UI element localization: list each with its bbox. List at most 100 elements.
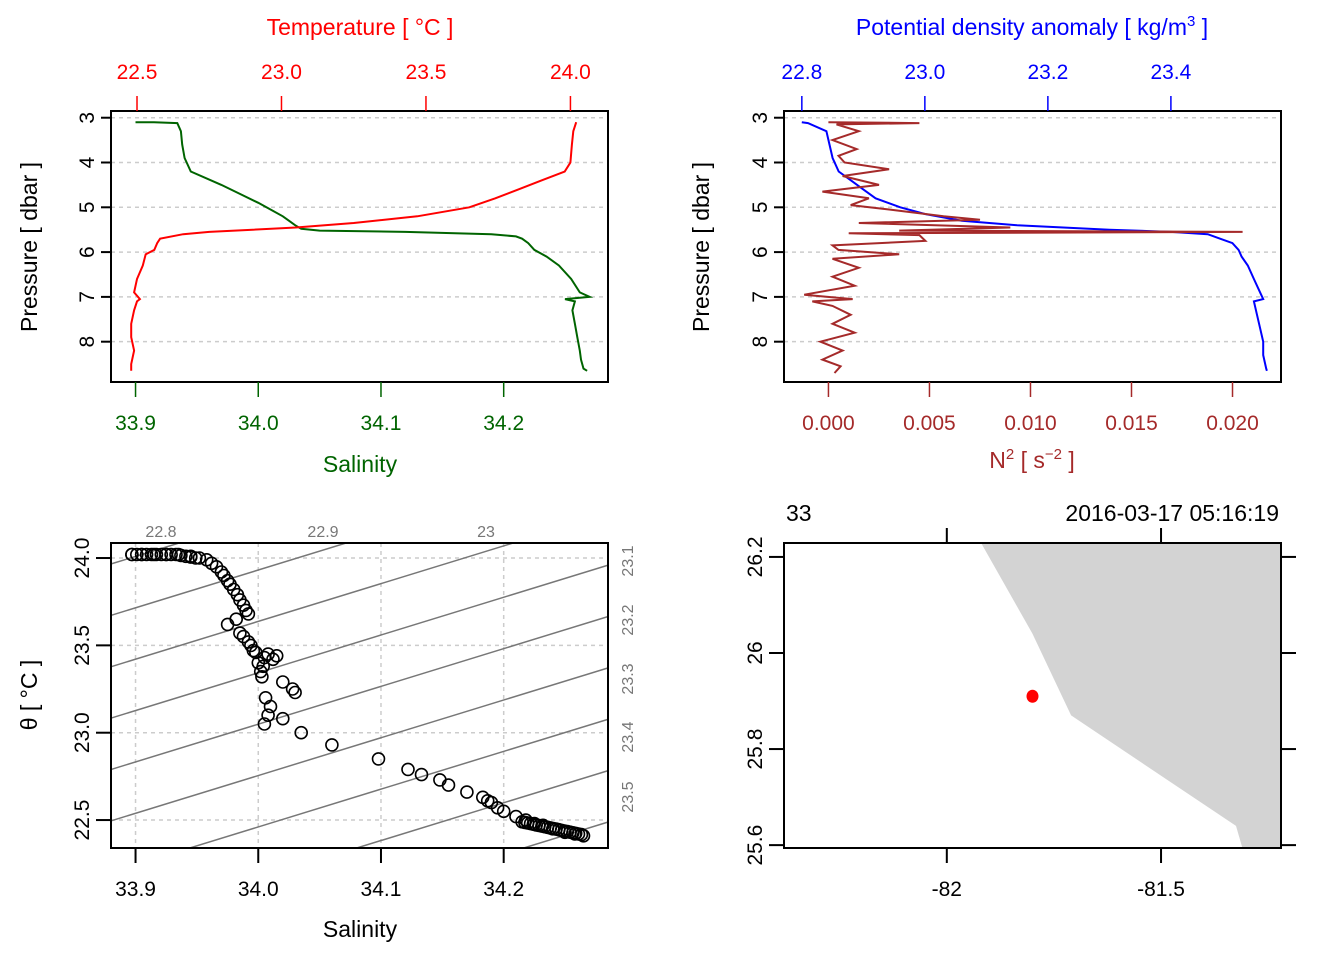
data-point	[294, 725, 309, 740]
data-point	[460, 785, 474, 799]
isopycnal-right-label: 23.5	[620, 781, 637, 812]
coastline-land-polygon	[981, 543, 1281, 848]
data-point	[139, 547, 154, 562]
isopycnal-right-label: 23.3	[620, 663, 637, 694]
top-axis-title-end: ]	[1195, 14, 1208, 40]
x-tick-label: -82	[932, 878, 962, 901]
station-id-label: 33	[786, 500, 812, 526]
data-point	[246, 643, 261, 658]
top-tick-label: 23.0	[261, 61, 302, 84]
y-axis-title: Pressure [ dbar ]	[688, 162, 714, 332]
data-point	[275, 711, 290, 726]
data-point	[169, 547, 183, 562]
top-axis-title: Temperature [ °C ]	[267, 14, 454, 40]
data-point	[188, 551, 203, 565]
n-symbol: N	[989, 447, 1006, 473]
x-tick-label: 34.0	[238, 878, 279, 901]
plot-frame	[783, 542, 1282, 849]
y-tick-label: 7	[76, 291, 99, 303]
isopycnal-top-label: 22.8	[145, 524, 176, 541]
x-tick-label: 34.0	[238, 412, 279, 435]
top-axis-title-main: Potential density anomaly [ kg/m	[856, 14, 1187, 40]
isopycnal-line	[111, 564, 608, 719]
data-point	[130, 547, 144, 562]
y-tick-label: 6	[749, 246, 772, 258]
data-point	[233, 626, 247, 640]
data-point	[239, 603, 253, 618]
x-tick-label: -81.5	[1137, 878, 1185, 901]
y-tick-label: 4	[749, 156, 772, 168]
isopycnal-line	[187, 718, 608, 848]
data-point	[257, 717, 272, 731]
isopycnal-line	[111, 543, 182, 565]
land-area	[981, 543, 1281, 848]
isopycnal-top-label: 23	[477, 524, 495, 541]
station-time-label: 2016-03-17 05:16:19	[1065, 500, 1279, 526]
data-point	[433, 773, 447, 787]
y-tick-label: 4	[76, 156, 99, 168]
y-tick-label: 8	[76, 336, 99, 348]
data-point	[144, 547, 159, 562]
data-point	[401, 762, 415, 777]
y-tick-label: 22.5	[71, 800, 94, 841]
y-tick-label: 3	[76, 112, 99, 124]
x-tick-label: 0.015	[1105, 412, 1158, 435]
data-point	[154, 547, 169, 562]
data-point	[164, 547, 178, 562]
superscript-2: 2	[1006, 446, 1014, 463]
data-point	[229, 612, 243, 627]
data-point	[266, 652, 280, 667]
top-tick-label: 23.0	[904, 61, 945, 84]
panel-ts-diagram: 22.5 23.0 23.5 24.0 33.9 34.0 34.1 34.2 22.8 22.9…	[16, 524, 637, 942]
data-point	[441, 778, 456, 792]
station-marker-group	[1026, 689, 1039, 703]
y-tick-label: 6	[76, 246, 99, 258]
top-tick-label: 22.8	[781, 61, 822, 84]
isopycnal-right-label: 23.4	[620, 721, 637, 752]
data-point	[255, 669, 269, 684]
y-tick-label: 8	[749, 336, 772, 348]
x-tick-label: 33.9	[115, 878, 156, 901]
y-tick-label: 25.8	[744, 729, 767, 770]
data-point	[496, 804, 511, 819]
data-point	[263, 699, 278, 714]
x-tick-label: 34.1	[361, 878, 402, 901]
axes: 3 4 5 6 7 8 0.000 0.005 0.010 0.015 0.020 22.8 23.0 2…	[749, 61, 1259, 435]
axes: 22.5 23.0 23.5 24.0 33.9 34.0 34.1 34.2 22.8 22.9…	[71, 524, 637, 901]
panel-station-map: 25.6 25.8 26 26.2 -82 -81.5 33 2016-03-17 05:…	[744, 500, 1296, 901]
panel-density-n2-profile: 3 4 5 6 7 8 0.000 0.005 0.010 0.015 0.020 22.8 23.0 2…	[688, 13, 1282, 473]
axes: 25.6 25.8 26 26.2 -82 -81.5	[744, 528, 1296, 901]
data-point	[134, 547, 149, 562]
isopycnal-right-label: 23.2	[620, 604, 637, 635]
series-line-n2	[804, 121, 1243, 374]
data-point	[179, 549, 193, 564]
isopycnal-right-label: 23.1	[620, 545, 637, 576]
plot-frame	[110, 110, 609, 383]
superscript-3: 3	[1187, 13, 1195, 30]
y-tick-label: 25.6	[744, 825, 767, 866]
unit-close: ]	[1062, 447, 1075, 473]
data-point	[192, 551, 207, 565]
y-tick-label: 5	[749, 201, 772, 213]
y-axis-title: θ [ °C ]	[16, 660, 42, 731]
x-axis-title: Salinity	[323, 451, 398, 477]
data-point	[288, 685, 302, 700]
superscript-minus-2: −2	[1045, 446, 1062, 463]
data-point	[220, 617, 235, 632]
plot-frame	[110, 542, 609, 849]
isopycnal-line	[111, 543, 349, 617]
x-tick-label: 34.1	[361, 412, 402, 435]
x-tick-label: 0.020	[1206, 412, 1259, 435]
x-axis-title: N2 [ s−2 ]	[989, 446, 1075, 473]
y-axis-title: Pressure [ dbar ]	[16, 162, 42, 332]
series-line-temperature	[130, 121, 578, 371]
data-point	[241, 607, 256, 621]
isopycnal-line	[521, 821, 608, 848]
data-point	[275, 675, 290, 689]
station-marker	[1026, 689, 1039, 703]
data-point	[253, 664, 268, 679]
x-tick-label: 33.9	[115, 412, 156, 435]
y-tick-label: 3	[749, 112, 772, 124]
y-tick-label: 24.0	[71, 538, 94, 579]
